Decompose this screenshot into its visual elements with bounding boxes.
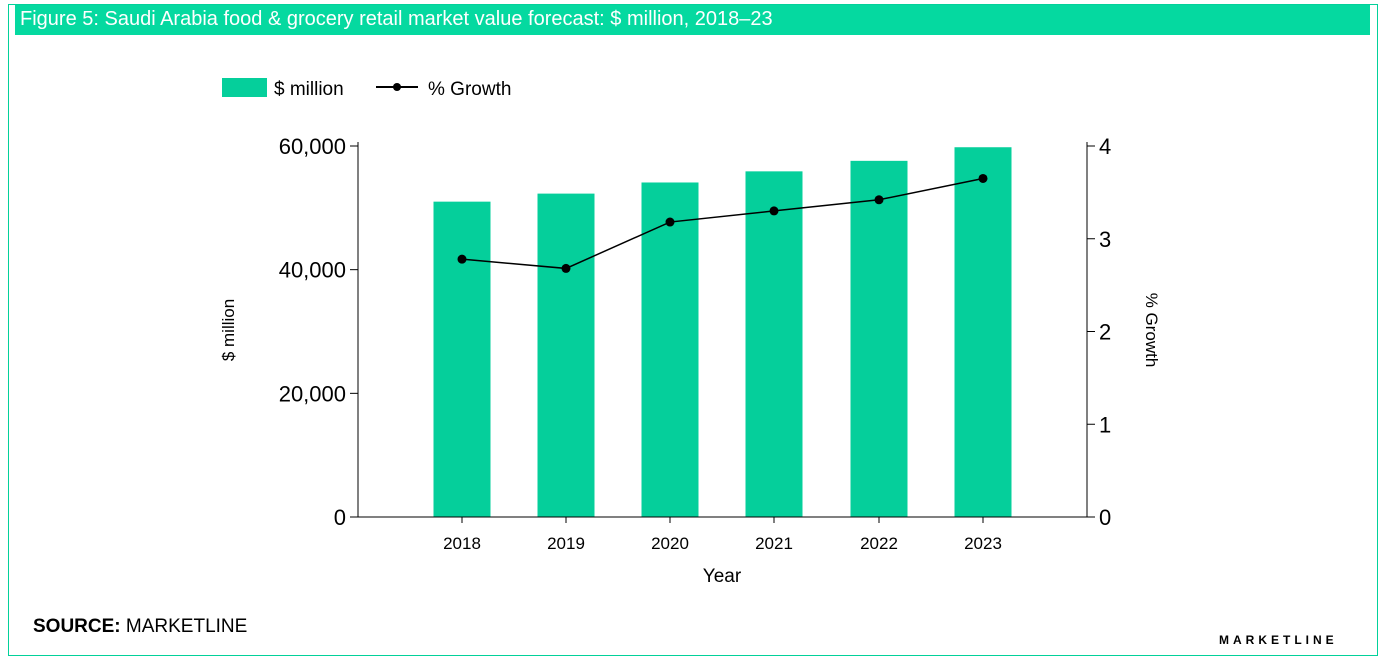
growth-point-2021	[769, 206, 779, 216]
y2-tick-label: 4	[1099, 134, 1111, 159]
bar-2020	[641, 182, 699, 517]
x-tick-label: 2022	[860, 534, 898, 553]
x-tick-label: 2018	[443, 534, 481, 553]
y2-tick-label: 2	[1099, 320, 1111, 345]
source-label: SOURCE:	[33, 616, 121, 637]
x-tick-label: 2019	[547, 534, 585, 553]
y2-tick-label: 1	[1099, 412, 1111, 437]
y2-axis-title: % Growth	[1142, 293, 1161, 368]
title-bar: Figure 5: Saudi Arabia food & grocery re…	[15, 5, 1370, 35]
legend-label-bar: $ million	[274, 79, 344, 100]
growth-point-2022	[874, 195, 884, 205]
bar-2022	[850, 160, 908, 517]
growth-point-2023	[978, 173, 988, 183]
y-tick-label: 0	[334, 505, 346, 530]
bar-2018	[433, 201, 491, 517]
brand-logo: MARKETLINE	[1219, 633, 1338, 647]
x-tick-label: 2021	[755, 534, 793, 553]
bar-2019	[537, 193, 595, 517]
y-tick-label: 60,000	[279, 134, 346, 159]
figure-title: Figure 5: Saudi Arabia food & grocery re…	[20, 8, 773, 30]
legend-label-line: % Growth	[428, 79, 511, 100]
y2-tick-label: 3	[1099, 227, 1111, 252]
y2-tick-label: 0	[1099, 505, 1111, 530]
y-tick-label: 20,000	[279, 381, 346, 406]
y-tick-label: 40,000	[279, 258, 346, 283]
bar-2023	[954, 147, 1012, 517]
y-axis-title: $ million	[219, 299, 238, 361]
growth-line	[461, 177, 984, 270]
figure-frame	[8, 4, 1378, 656]
source-note: SOURCE: MARKETLINE	[33, 616, 247, 638]
legend-bar-swatch	[222, 78, 267, 97]
x-tick-label: 2023	[964, 534, 1002, 553]
growth-point-2018	[457, 254, 467, 264]
x-axis-title: Year	[703, 566, 742, 587]
growth-point-2020	[665, 217, 675, 227]
source-value: MARKETLINE	[125, 616, 248, 637]
legend-line-marker	[393, 83, 401, 91]
x-tick-label: 2020	[651, 534, 689, 553]
growth-point-2019	[561, 263, 571, 273]
bar-2021	[745, 171, 803, 517]
